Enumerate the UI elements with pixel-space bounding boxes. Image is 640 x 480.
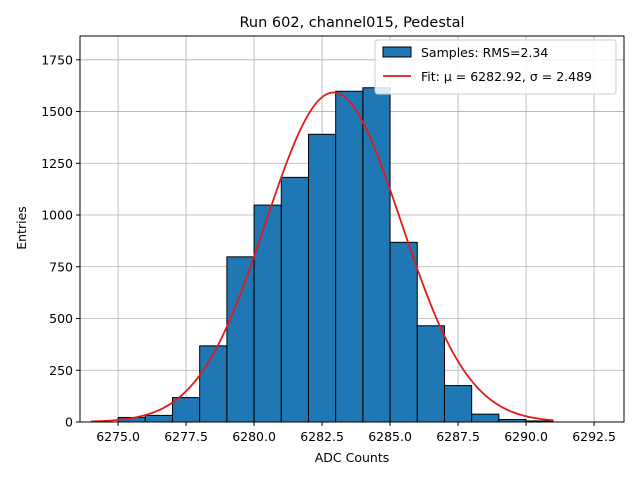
- histogram-bar: [443, 385, 473, 423]
- y-axis-label: Entries: [14, 206, 29, 250]
- histogram-bar: [307, 133, 337, 423]
- x-axis-label: ADC Counts: [315, 450, 390, 465]
- legend-label-samples: Samples: RMS=2.34: [421, 45, 548, 60]
- histogram-bar: [253, 204, 282, 423]
- x-tick-label: 6280.0: [232, 429, 276, 444]
- histogram-bar: [362, 87, 391, 423]
- x-tick-label: 6282.5: [300, 429, 344, 444]
- y-tick-label: 1250: [41, 156, 73, 171]
- histogram-bar: [226, 256, 255, 423]
- legend-label-fit: Fit: μ = 6282.92, σ = 2.489: [421, 69, 592, 84]
- histogram-bar: [335, 90, 364, 423]
- x-tick-label: 6285.0: [368, 429, 412, 444]
- y-tick-label: 0: [65, 415, 73, 430]
- histogram-bar: [389, 241, 418, 423]
- legend: Samples: RMS=2.34 Fit: μ = 6282.92, σ = …: [374, 39, 617, 95]
- legend-swatch-samples: [382, 46, 412, 58]
- x-tick-label: 6287.5: [436, 429, 480, 444]
- axes-frame: [79, 35, 625, 423]
- histogram-bar: [280, 176, 309, 423]
- x-tick-label: 6277.5: [164, 429, 208, 444]
- y-tick-label: 1500: [41, 104, 73, 119]
- histogram-bar: [171, 397, 201, 423]
- y-tick-label: 1000: [41, 208, 73, 223]
- histogram-bars: [117, 87, 554, 423]
- x-tick-label: 6275.0: [96, 429, 140, 444]
- fit-curve: [90, 91, 554, 423]
- axis-ticks: 6275.0 6277.5 6280.0 6282.5 6285.0 6287.5 6290…: [41, 52, 616, 444]
- legend-box: [374, 39, 617, 95]
- fit-curve-group: [90, 91, 554, 423]
- histogram-bar: [199, 345, 228, 423]
- y-tick-label: 1750: [41, 52, 73, 67]
- y-tick-label: 750: [49, 259, 73, 274]
- histogram-bar: [144, 414, 173, 423]
- histogram-bar: [471, 413, 500, 423]
- x-tick-label: 6290.0: [504, 429, 548, 444]
- y-tick-label: 500: [49, 311, 73, 326]
- chart-title: Run 602, channel015, Pedestal: [239, 15, 464, 31]
- x-tick-label: 6292.5: [572, 429, 616, 444]
- histogram-bar: [416, 325, 445, 423]
- y-tick-label: 250: [49, 363, 73, 378]
